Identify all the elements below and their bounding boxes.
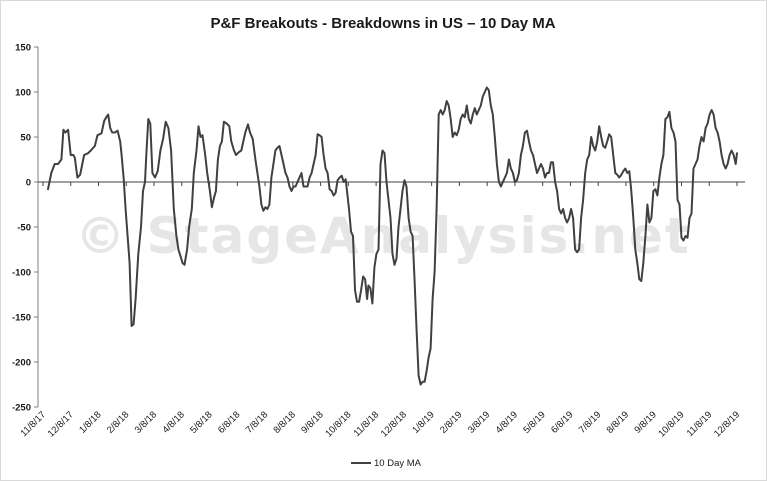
x-tick-label: 5/8/19 [521,409,547,435]
watermark-text: © StageAnalysis.net [75,207,691,265]
x-tick-label: 6/8/19 [549,409,575,435]
x-tick-label: 1/8/19 [410,409,436,435]
y-tick-label: 0 [26,178,31,189]
x-tick-label: 2/8/19 [438,409,464,435]
y-tick-label: -50 [17,223,31,234]
y-tick-label: -200 [12,358,31,369]
x-tick-label: 4/8/19 [494,409,520,435]
series-line-10-day-ma [47,86,738,386]
x-tick-label: 12/8/18 [379,409,409,439]
chart-title: P&F Breakouts - Breakdowns in US – 10 Da… [210,15,555,32]
y-tick-label: 150 [15,43,31,54]
x-tick-label: 11/8/19 [685,409,715,439]
legend-label: 10 Day MA [374,458,422,469]
x-tick-label: 7/8/18 [244,409,270,435]
x-tick-label: 3/8/18 [133,409,159,435]
y-tick-label: -100 [12,268,31,279]
x-tick-label: 9/8/18 [299,409,325,435]
y-tick-label: -250 [12,403,31,414]
x-tick-label: 10/8/19 [656,409,686,439]
x-tick-label: 11/8/17 [18,409,48,439]
x-tick-label: 7/8/19 [577,409,603,435]
x-tick-label: 2/8/18 [105,409,131,435]
x-tick-label: 5/8/18 [188,409,214,435]
x-tick-label: 3/8/19 [466,409,492,435]
x-tick-label: 4/8/18 [160,409,186,435]
x-tick-label: 11/8/18 [352,409,382,439]
y-axis: 150 100 50 0 -50 -100 -150 -200 -250 [12,43,39,414]
x-tick-label: 8/8/18 [272,409,298,435]
x-tick-label: 9/8/19 [632,409,658,435]
x-tick-label: 12/8/19 [712,409,742,439]
x-tick-label: 1/8/18 [77,409,103,435]
legend: 10 Day MA [351,458,422,469]
x-tick-label: 10/8/18 [323,409,353,439]
series-group [47,86,738,386]
x-tick-label: 6/8/18 [216,409,242,435]
x-tick-label: 12/8/17 [46,409,76,439]
y-tick-label: -150 [12,313,31,324]
y-tick-label: 100 [15,88,31,99]
x-tick-label: 8/8/19 [605,409,631,435]
y-tick-label: 50 [20,133,31,144]
